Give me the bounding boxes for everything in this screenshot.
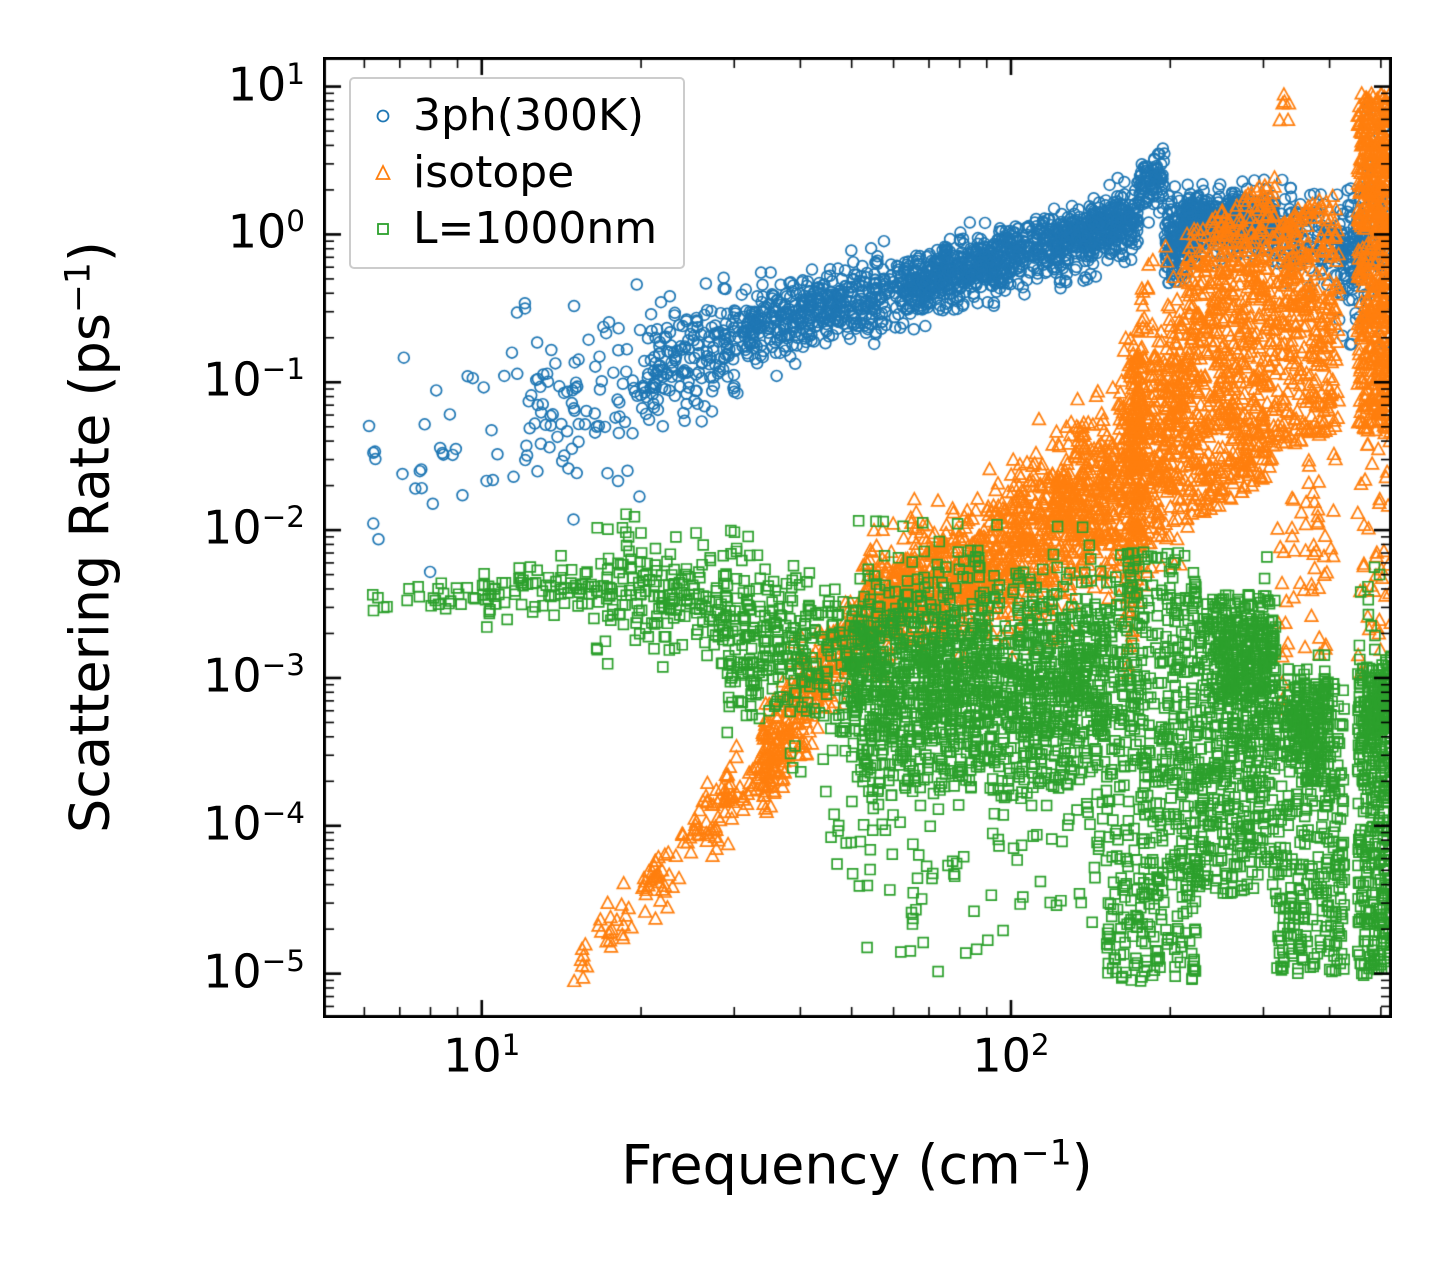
legend-circle-marker-icon xyxy=(376,109,390,123)
legend-triangle-marker-icon xyxy=(375,163,391,180)
x-axis-label-text: Frequency (cm xyxy=(621,1133,1021,1197)
x-axis-label-post: ) xyxy=(1071,1133,1093,1197)
legend-entry: 3ph(300K) xyxy=(369,90,657,142)
y-axis-label-text: Scattering Rate (ps xyxy=(58,313,122,833)
legend-entry: L=1000nm xyxy=(369,204,657,255)
y-tick-label: 100 xyxy=(227,204,305,259)
legend-entry-label: 3ph(300K) xyxy=(413,90,644,141)
legend: 3ph(300K) isotope L=1000nm xyxy=(349,77,686,269)
legend-entry-label: isotope xyxy=(413,146,575,198)
y-axis-label: Scattering Rate (ps−1) xyxy=(59,241,122,833)
x-tick-label: 101 xyxy=(443,1028,521,1083)
y-axis-label-post: ) xyxy=(58,241,122,263)
y-axis-label-sup: −1 xyxy=(58,262,99,314)
legend-square-marker-icon xyxy=(377,223,389,236)
y-tick-label: 101 xyxy=(227,56,305,111)
x-axis-label-sup: −1 xyxy=(1020,1133,1072,1174)
legend-entry-label: L=1000nm xyxy=(413,203,658,255)
y-tick-label: 10−1 xyxy=(203,352,305,407)
x-axis-label: Frequency (cm−1) xyxy=(621,1134,1093,1197)
y-tick-label: 10−2 xyxy=(203,500,305,555)
plot-area: 3ph(300K) isotope L=1000nm xyxy=(323,57,1392,1018)
y-tick-label: 10−3 xyxy=(203,647,305,703)
x-tick-label: 102 xyxy=(972,1028,1050,1083)
y-tick-label: 10−4 xyxy=(203,795,305,851)
legend-entry: isotope xyxy=(369,146,657,199)
y-tick-label: 10−5 xyxy=(203,943,305,998)
